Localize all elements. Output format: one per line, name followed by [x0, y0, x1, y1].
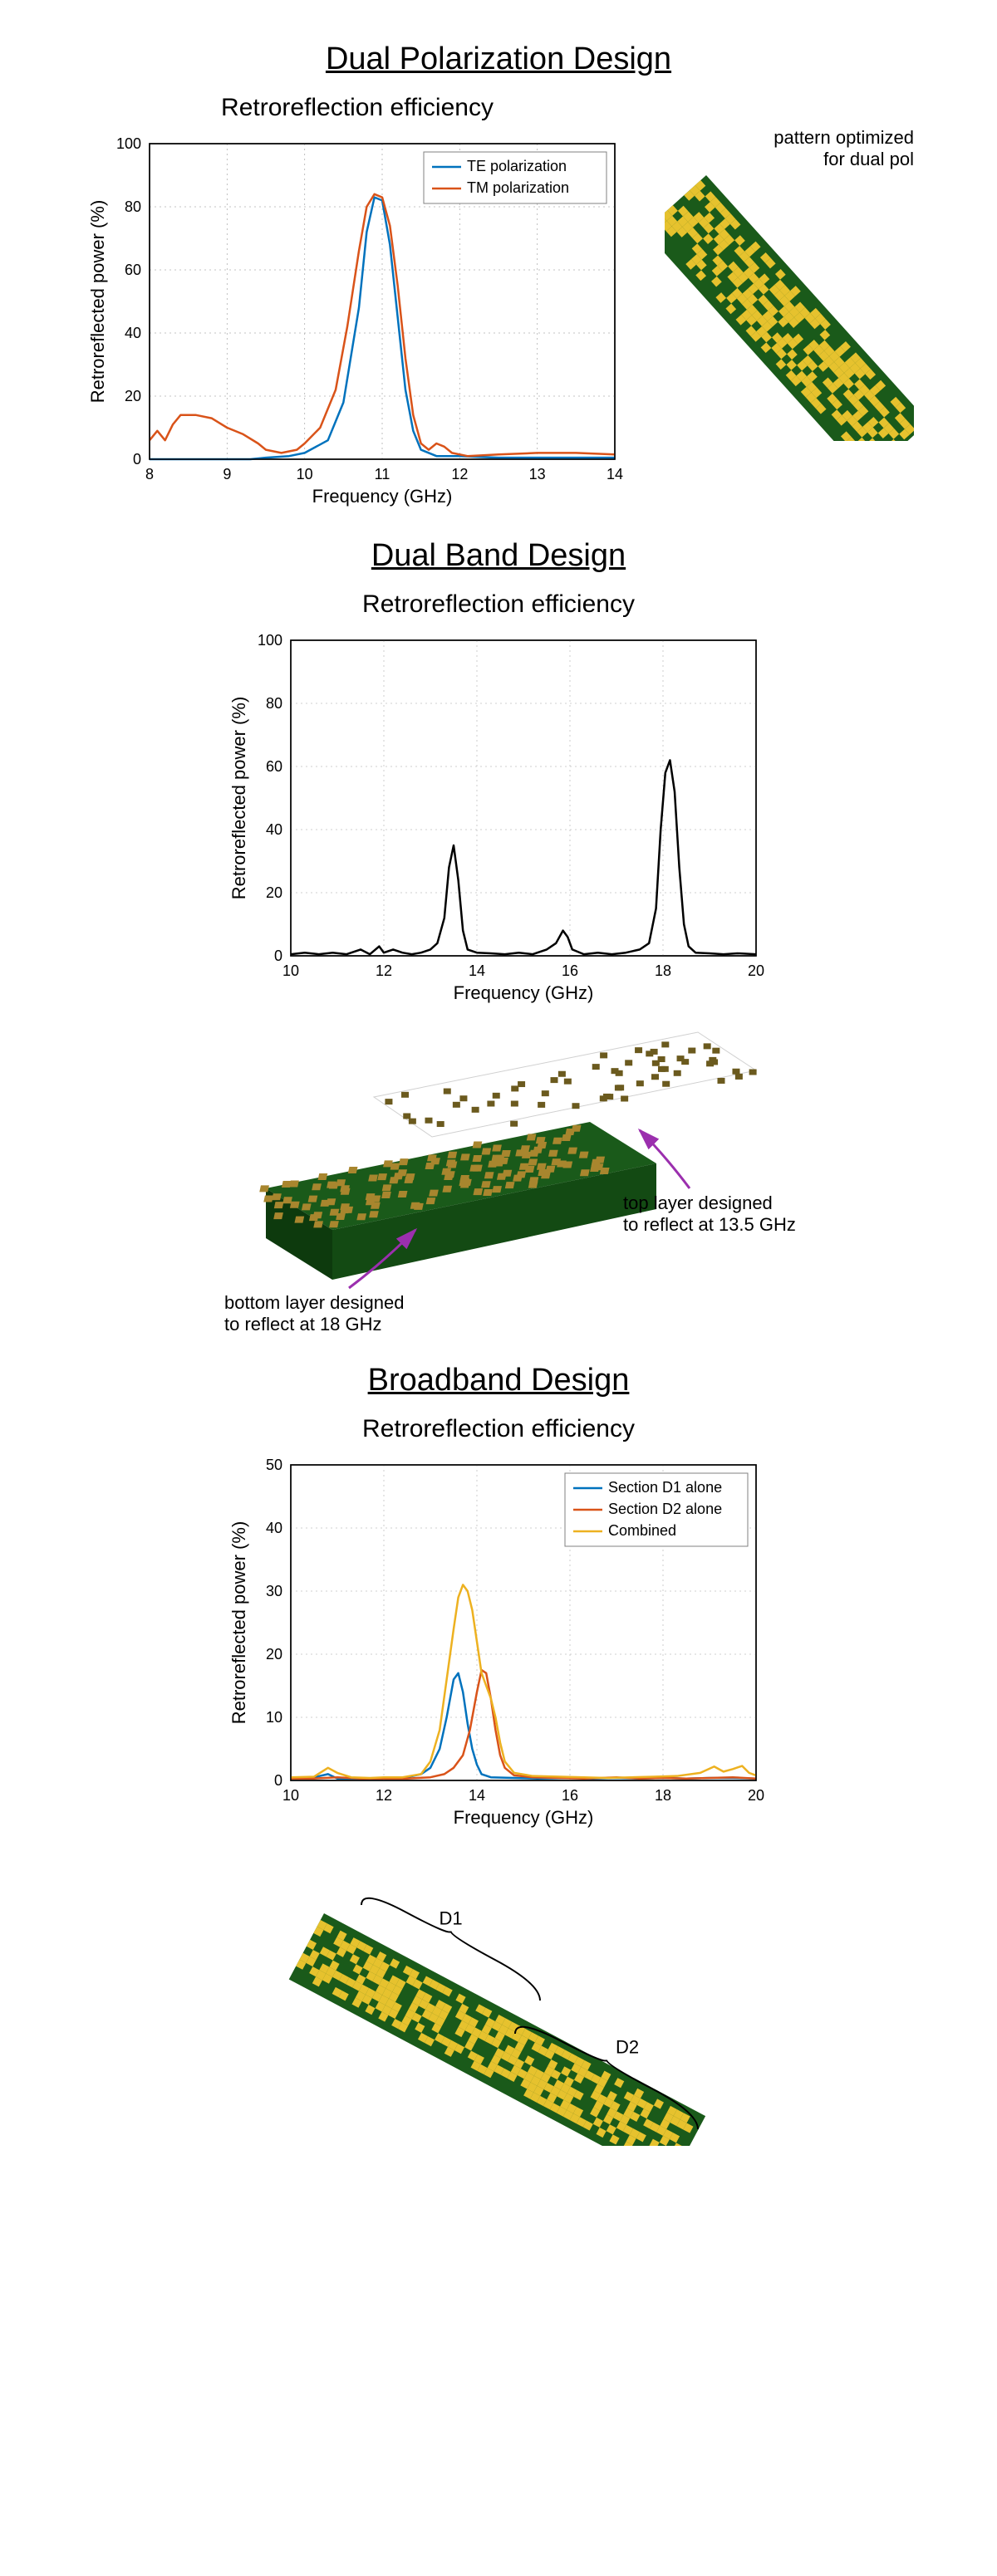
- svg-text:Retroreflected power (%): Retroreflected power (%): [228, 1521, 249, 1725]
- svg-text:60: 60: [266, 758, 282, 775]
- chart1: 8 9 10 11 12 13 14 0 20 40 60 80 100 Frequency (GHz) R…: [83, 127, 631, 509]
- svg-text:D1: D1: [439, 1908, 462, 1929]
- chart3: 10121416182001020304050Frequency (GHz)Re…: [224, 1448, 773, 1830]
- svg-text:30: 30: [266, 1583, 282, 1599]
- svg-text:40: 40: [125, 325, 141, 341]
- chart3-title: Retroreflection efficiency: [17, 1415, 980, 1443]
- section2-title: Dual Band Design: [17, 538, 980, 574]
- svg-text:16: 16: [562, 962, 578, 979]
- svg-text:60: 60: [125, 262, 141, 278]
- svg-text:80: 80: [125, 198, 141, 215]
- svg-text:Frequency (GHz): Frequency (GHz): [454, 1807, 594, 1828]
- svg-text:Frequency (GHz): Frequency (GHz): [454, 982, 594, 1003]
- svg-text:20: 20: [748, 1787, 764, 1804]
- chart2-title: Retroreflection efficiency: [17, 590, 980, 619]
- svg-text:100: 100: [116, 135, 141, 152]
- svg-text:10: 10: [282, 962, 299, 979]
- svg-text:12: 12: [451, 466, 468, 482]
- svg-text:11: 11: [375, 466, 390, 482]
- svg-text:20: 20: [748, 962, 764, 979]
- svg-text:14: 14: [469, 1787, 485, 1804]
- svg-text:10: 10: [266, 1709, 282, 1726]
- svg-text:100: 100: [258, 632, 282, 649]
- section1-title: Dual Polarization Design: [17, 42, 980, 77]
- svg-text:14: 14: [469, 962, 485, 979]
- svg-text:8: 8: [145, 466, 154, 482]
- svg-text:16: 16: [562, 1787, 578, 1804]
- svg-text:40: 40: [266, 1520, 282, 1536]
- svg-text:TM polarization: TM polarization: [467, 179, 569, 196]
- chart2: 10 12 14 16 18 20 0 20 40 60 80 100 Frequency (GHz) R…: [224, 624, 773, 1006]
- svg-text:10: 10: [297, 466, 313, 482]
- chart1-title: Retroreflection efficiency: [83, 94, 631, 122]
- svg-text:Section D2 alone: Section D2 alone: [608, 1501, 722, 1517]
- pattern1-caption: pattern optimized for dual pol: [665, 127, 914, 170]
- svg-text:80: 80: [266, 695, 282, 712]
- svg-text:20: 20: [266, 1646, 282, 1663]
- svg-text:9: 9: [223, 466, 231, 482]
- svg-text:18: 18: [655, 962, 671, 979]
- svg-text:20: 20: [125, 388, 141, 404]
- svg-text:Section D1 alone: Section D1 alone: [608, 1479, 722, 1496]
- svg-text:top layer designedto reflect a: top layer designedto reflect at 13.5 GHz: [623, 1193, 796, 1235]
- svg-text:10: 10: [282, 1787, 299, 1804]
- svg-text:13: 13: [529, 466, 546, 482]
- svg-text:bottom layer designedto reflec: bottom layer designedto reflect at 18 GH…: [224, 1292, 404, 1335]
- svg-text:TE polarization: TE polarization: [467, 158, 567, 174]
- svg-text:12: 12: [376, 962, 392, 979]
- svg-text:Frequency (GHz): Frequency (GHz): [312, 486, 453, 507]
- broadband-thumbnail: D1 D2: [183, 1847, 814, 2146]
- section3-title: Broadband Design: [17, 1363, 980, 1398]
- svg-text:0: 0: [133, 451, 141, 468]
- svg-text:20: 20: [266, 884, 282, 901]
- svg-text:Retroreflected power (%): Retroreflected power (%): [87, 200, 108, 404]
- svg-text:50: 50: [266, 1457, 282, 1473]
- svg-text:40: 40: [266, 821, 282, 838]
- svg-text:Combined: Combined: [608, 1522, 676, 1539]
- dualband-stack-thumbnail: top layer designedto reflect at 13.5 GHz…: [125, 1022, 872, 1338]
- svg-text:0: 0: [274, 948, 282, 964]
- svg-text:Retroreflected power (%): Retroreflected power (%): [228, 697, 249, 900]
- svg-text:D2: D2: [616, 2037, 639, 2058]
- svg-text:0: 0: [274, 1772, 282, 1789]
- svg-text:12: 12: [376, 1787, 392, 1804]
- svg-text:18: 18: [655, 1787, 671, 1804]
- svg-text:14: 14: [607, 466, 623, 482]
- pattern1-thumbnail: [665, 175, 914, 441]
